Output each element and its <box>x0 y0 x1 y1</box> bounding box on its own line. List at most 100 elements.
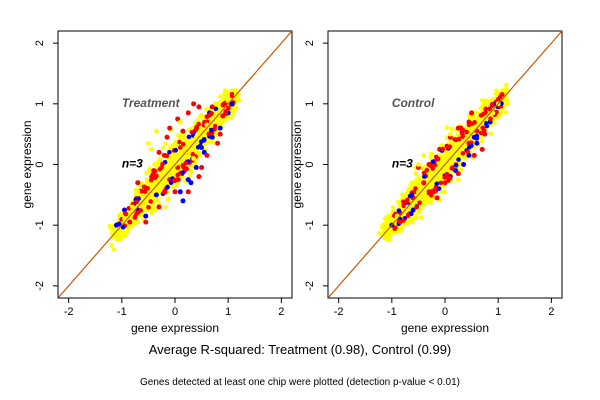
scatter-point-yellow <box>384 223 389 228</box>
scatter-point-yellow <box>436 177 441 182</box>
scatter-point-red <box>483 106 488 112</box>
scatter-point-yellow <box>117 235 122 240</box>
scatter-point-yellow <box>177 119 183 125</box>
x-tick-label: 0 <box>442 306 448 318</box>
scatter-point-red <box>160 161 165 167</box>
scatter-point-yellow <box>188 163 194 169</box>
scatter-point-yellow <box>144 170 149 176</box>
scatter-point-red <box>434 195 440 201</box>
scatter-point-yellow <box>472 110 478 115</box>
y-tick-label: 2 <box>34 40 46 46</box>
scatter-point-blue <box>396 208 402 213</box>
scatter-point-blue <box>167 149 172 155</box>
scatter-point-yellow <box>155 160 161 165</box>
scatter-point-yellow <box>413 171 419 177</box>
scatter-point-yellow <box>148 146 154 152</box>
scatter-point-yellow <box>438 189 444 195</box>
scatter-point-blue <box>483 120 489 126</box>
scatter-point-red <box>139 188 145 194</box>
scatter-point-blue <box>201 138 207 143</box>
scatter-point-yellow <box>438 161 443 166</box>
scatter-point-yellow <box>197 114 203 119</box>
scatter-point-yellow <box>444 125 449 130</box>
control-panel: -2 -1 0 1 2 -2 -1 0 1 2 gene expression gene expres… <box>290 30 563 335</box>
scatter-point-yellow <box>503 82 509 88</box>
y-tick-label: 0 <box>304 161 316 167</box>
y-tick-label: 2 <box>304 40 316 46</box>
scatter-point-red <box>204 114 210 120</box>
y-tick-label: -1 <box>34 220 46 230</box>
series-yellow <box>384 101 501 234</box>
scatter-point-red <box>123 211 129 217</box>
scatter-point-red <box>465 149 470 155</box>
scatter-point-blue <box>409 211 414 217</box>
x-tick-label: -1 <box>387 306 397 318</box>
scatter-point-red <box>401 201 407 207</box>
scatter-point-red <box>193 127 199 132</box>
scatter-point-red <box>432 162 438 168</box>
scatter-point-red <box>482 131 488 137</box>
scatter-point-red <box>172 178 178 184</box>
scatter-point-yellow <box>211 140 217 145</box>
scatter-point-red <box>430 188 435 194</box>
scatter-point-yellow <box>155 163 160 168</box>
scatter-point-yellow <box>419 185 425 190</box>
scatter-point-red <box>496 96 501 102</box>
x-axis-label: gene expression <box>401 321 489 335</box>
scatter-point-red <box>196 104 202 110</box>
scatter-point-yellow <box>236 97 242 103</box>
sample-count-annotation: n=3 <box>392 157 413 171</box>
scatter-point-red <box>175 172 180 178</box>
scatter-point-blue <box>422 174 427 179</box>
scatter-point-yellow <box>428 151 434 156</box>
y-tick-label: 1 <box>304 101 316 107</box>
scatter-point-yellow <box>442 190 447 195</box>
scatter-point-yellow <box>153 207 158 213</box>
scatter-point-red <box>487 106 492 112</box>
scatter-point-red <box>430 166 436 171</box>
scatter-point-red <box>204 152 210 158</box>
scatter-point-yellow <box>196 150 201 156</box>
scatter-point-red <box>417 200 422 205</box>
scatter-point-yellow <box>430 175 435 180</box>
scatter-point-red <box>472 120 477 125</box>
identity-line <box>58 31 292 298</box>
scatter-point-red <box>405 213 411 219</box>
scatter-point-yellow <box>134 219 139 225</box>
scatter-point-blue <box>474 140 480 146</box>
scatter-point-blue <box>165 184 170 190</box>
scatter-point-yellow <box>107 223 112 229</box>
scatter-point-red <box>196 121 201 127</box>
scatter-point-blue <box>407 193 413 199</box>
scatter-point-red <box>412 189 418 195</box>
scatter-point-blue <box>143 213 149 219</box>
scatter-point-yellow <box>158 174 163 179</box>
scatter-point-blue <box>213 106 219 112</box>
scatter-point-yellow <box>175 152 180 158</box>
scatter-point-red <box>164 153 170 159</box>
scatter-point-yellow <box>188 169 194 174</box>
scatter-point-red <box>180 128 186 134</box>
scatter-point-red <box>424 167 430 173</box>
scatter-point-blue <box>193 165 199 171</box>
scatter-point-yellow <box>501 87 507 92</box>
scatter-point-yellow <box>446 150 452 155</box>
scatter-point-red <box>209 104 215 110</box>
scatter-point-yellow <box>149 210 154 216</box>
scatter-point-red <box>421 170 427 176</box>
scatter-point-red <box>177 139 182 145</box>
scatter-point-blue <box>466 152 472 158</box>
scatter-point-red <box>456 136 462 142</box>
scatter-point-yellow <box>183 138 188 144</box>
scatter-point-yellow <box>123 233 128 238</box>
scatter-point-yellow <box>130 204 135 210</box>
scatter-point-yellow <box>488 131 494 136</box>
scatter-point-red <box>156 204 162 210</box>
scatter-point-yellow <box>449 126 454 131</box>
x-tick-label: -1 <box>117 306 127 318</box>
scatter-point-yellow <box>222 88 228 93</box>
scatter-point-yellow <box>458 167 464 172</box>
detection-footnote: Genes detected at least one chip were pl… <box>140 377 460 388</box>
x-tick-label: 2 <box>548 306 554 318</box>
scatter-point-red <box>421 180 427 186</box>
